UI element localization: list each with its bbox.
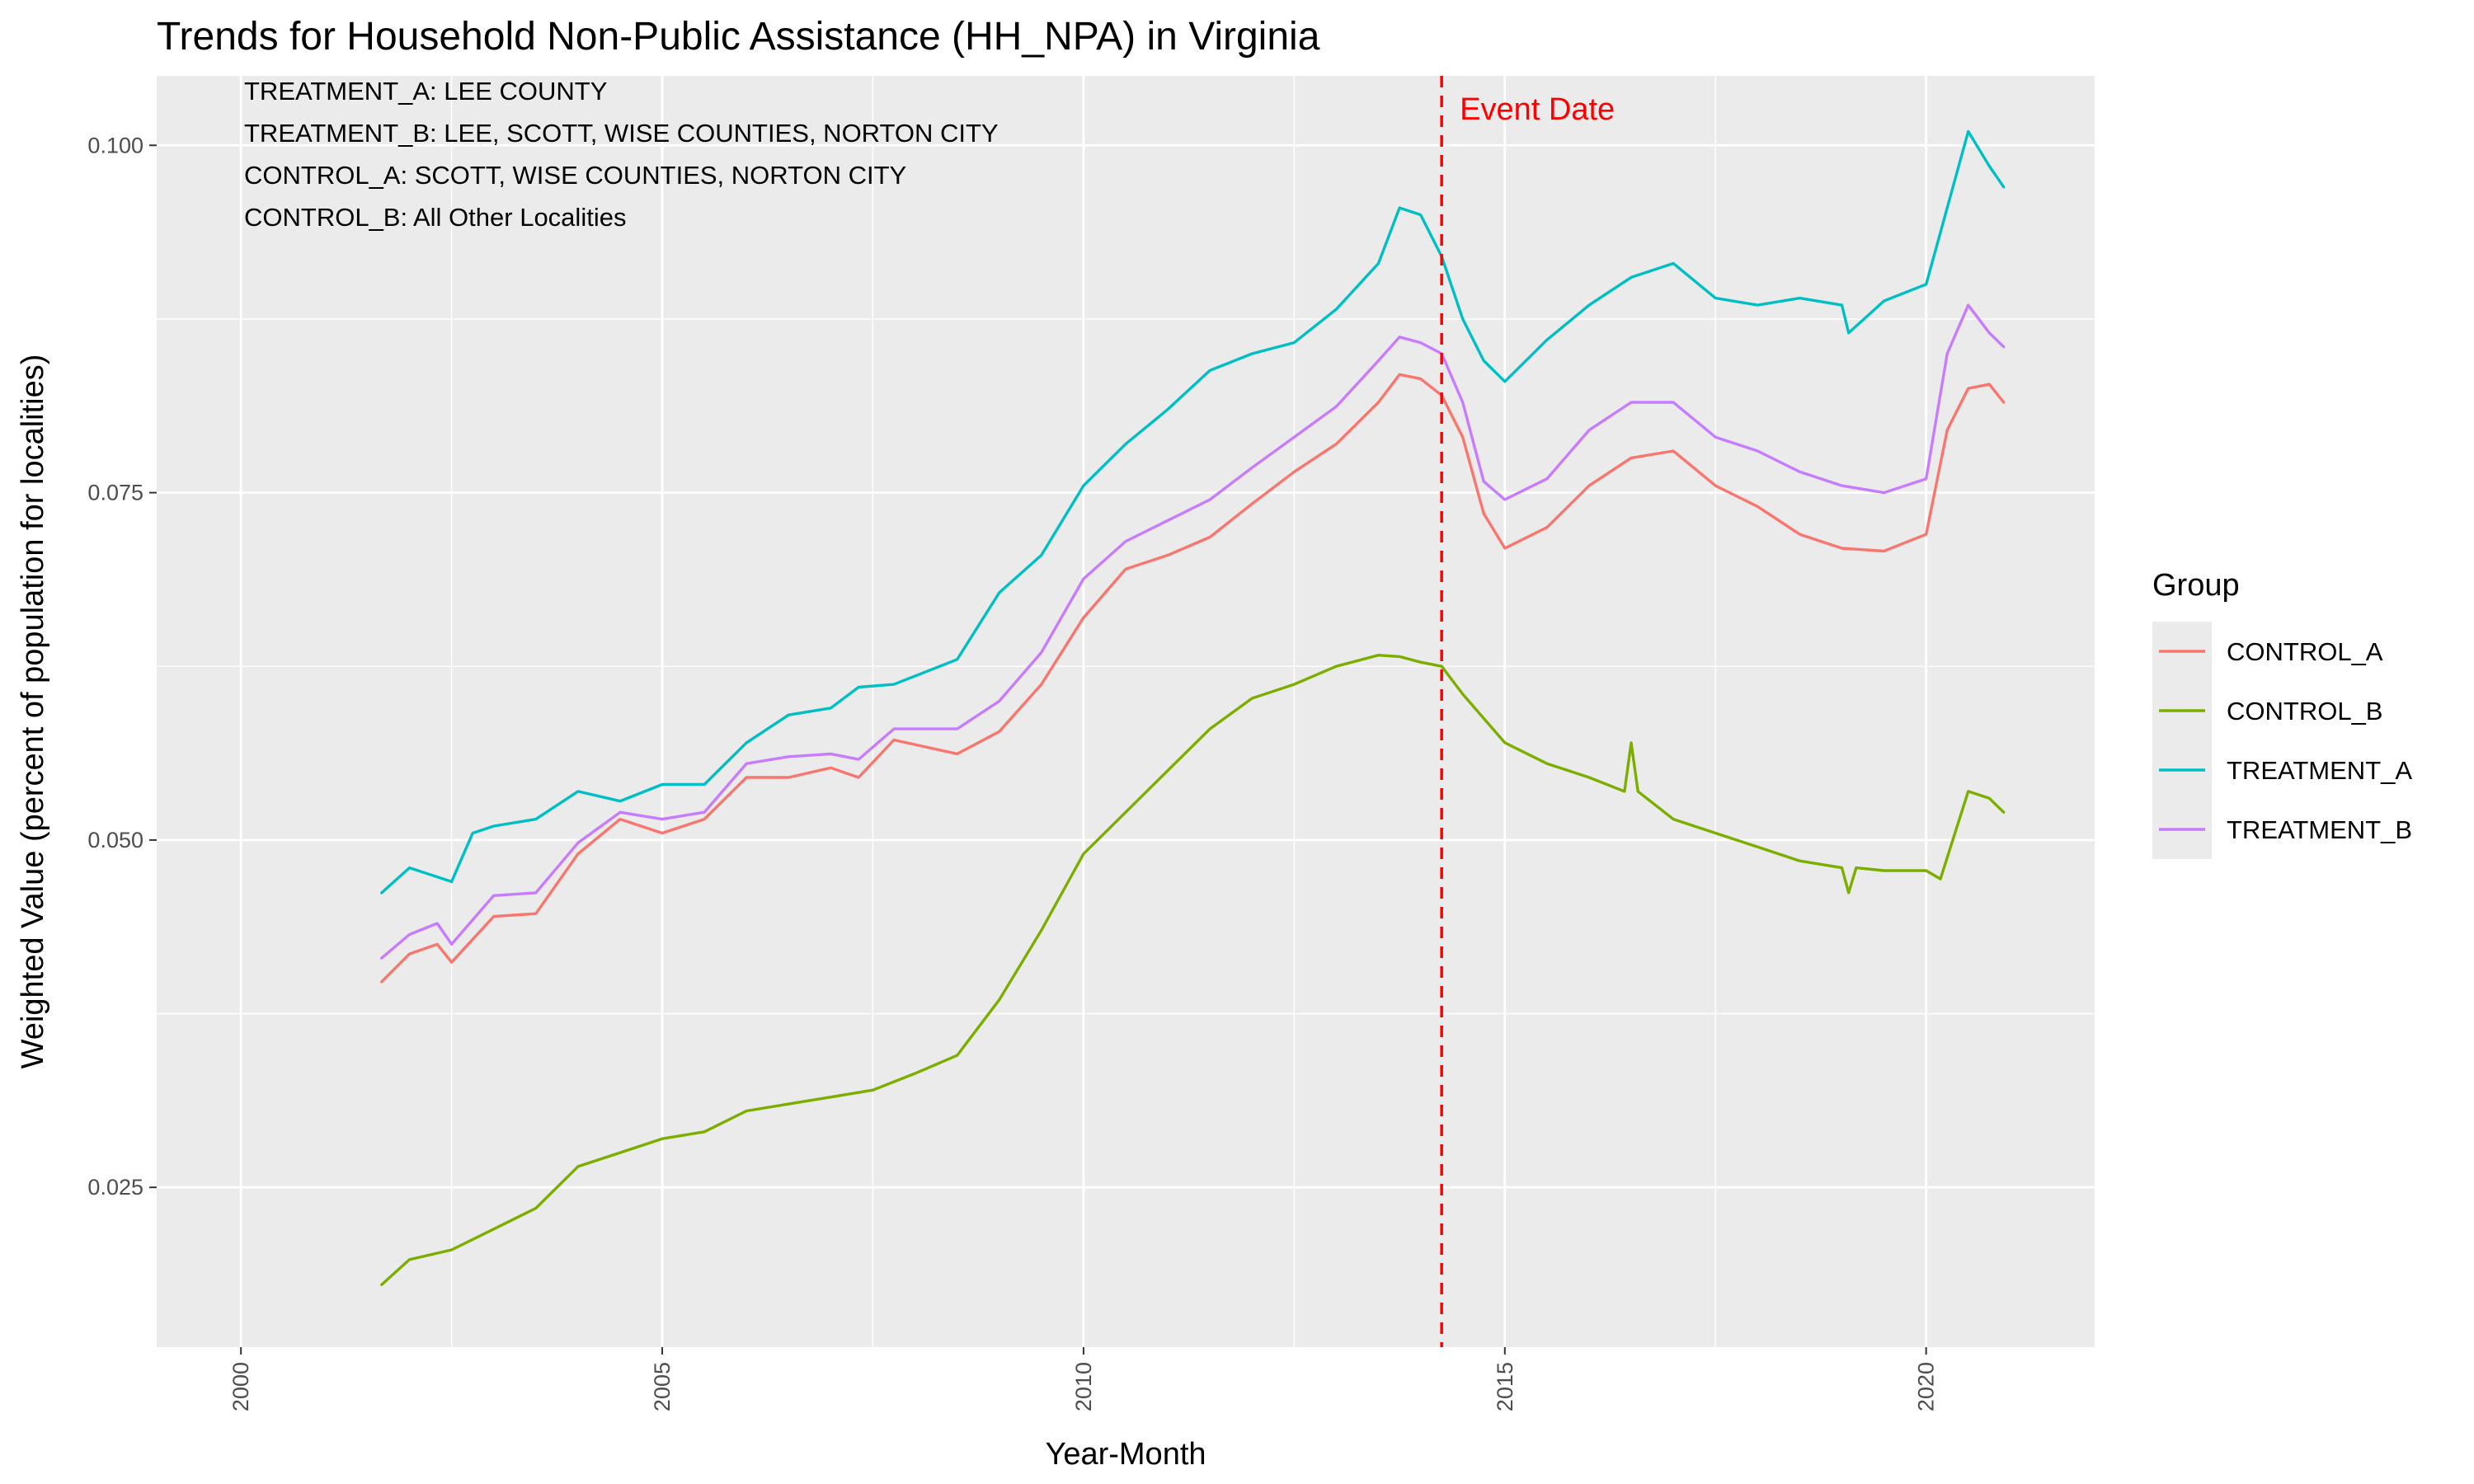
note-control-a: CONTROL_A: SCOTT, WISE COUNTIES, NORTON … bbox=[244, 161, 906, 190]
x-axis: 2000 2005 2010 2015 2020 bbox=[228, 1347, 1939, 1411]
series-lines bbox=[380, 129, 2006, 1286]
x-tick-label: 2010 bbox=[1071, 1362, 1096, 1411]
note-treatment-a: TREATMENT_A: LEE COUNTY bbox=[244, 77, 607, 106]
x-tick-label: 2005 bbox=[650, 1362, 675, 1411]
plot-panel bbox=[157, 76, 2095, 1347]
legend: Group CONTROL_A CONTROL_B TREATMENT_A TREAT… bbox=[2152, 568, 2412, 859]
grid-minor bbox=[157, 76, 2095, 1347]
legend-title: Group bbox=[2152, 568, 2240, 603]
y-tick-label: 0.050 bbox=[87, 828, 143, 852]
legend-label: TREATMENT_A bbox=[2227, 756, 2412, 785]
note-control-b: CONTROL_B: All Other Localities bbox=[244, 203, 626, 232]
legend-label: CONTROL_A bbox=[2227, 637, 2383, 666]
x-tick-label: 2020 bbox=[1914, 1362, 1939, 1411]
y-tick-label: 0.100 bbox=[87, 133, 143, 157]
series-line-control-b bbox=[380, 654, 2006, 1286]
legend-label: TREATMENT_B bbox=[2227, 815, 2412, 844]
series-line-treatment-a bbox=[380, 129, 2006, 895]
y-tick-label: 0.075 bbox=[87, 481, 143, 505]
event-label: Event Date bbox=[1460, 92, 1615, 127]
legend-items: CONTROL_A CONTROL_B TREATMENT_A TREATMENT_B bbox=[2152, 622, 2412, 859]
x-tick-label: 2000 bbox=[228, 1362, 253, 1411]
x-tick-label: 2015 bbox=[1493, 1362, 1517, 1411]
y-axis: 0.025 0.050 0.075 0.100 bbox=[87, 133, 157, 1200]
y-axis-title: Weighted Value (percent of population fo… bbox=[16, 355, 50, 1069]
series-line-control-a bbox=[380, 373, 2006, 984]
legend-label: CONTROL_B bbox=[2227, 697, 2382, 726]
x-axis-title: Year-Month bbox=[1045, 1437, 1206, 1472]
y-tick-label: 0.025 bbox=[87, 1175, 143, 1200]
series-line-treatment-b bbox=[380, 303, 2006, 960]
grid-major bbox=[157, 76, 2095, 1347]
chart-title: Trends for Household Non-Public Assistan… bbox=[157, 15, 1320, 59]
note-treatment-b: TREATMENT_B: LEE, SCOTT, WISE COUNTIES, … bbox=[244, 119, 999, 148]
